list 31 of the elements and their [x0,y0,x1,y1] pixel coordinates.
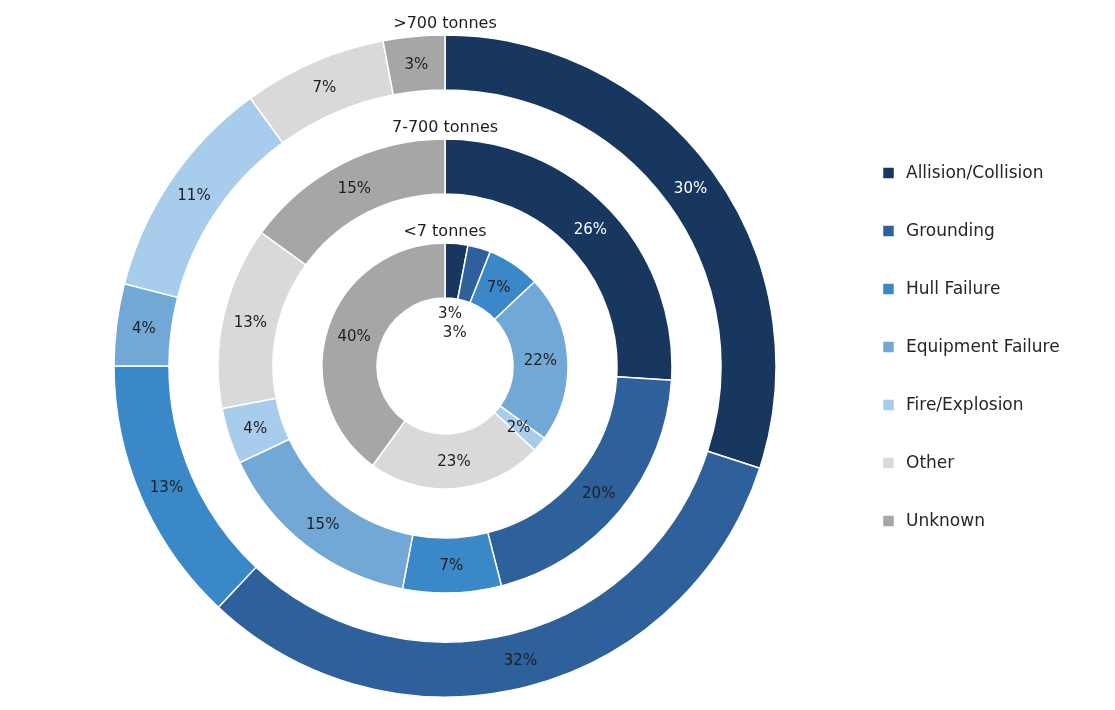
legend-label: Other [906,452,955,472]
data-label: 15% [337,179,372,198]
data-label: 22% [523,351,557,369]
data-label: 40% [337,327,371,346]
data-label: 7% [439,556,464,575]
legend-label: Allision/Collision [906,162,1044,182]
legend-label: Fire/Explosion [906,394,1024,414]
data-label: 32% [503,650,538,669]
data-label: 23% [437,452,471,471]
slice-label: 7-700 tonnes [391,117,499,136]
data-label: 26% [573,220,608,239]
data-label: 4% [243,418,268,437]
legend-label: Equipment Failure [906,336,1060,356]
data-label: 13% [149,477,184,496]
data-label: 30% [673,178,708,197]
data-label: 15% [306,514,340,533]
slice-label: >700 tonnes [393,13,497,32]
data-label: 20% [582,484,616,503]
data-label: 13% [233,313,267,332]
data-label: 7% [312,78,337,97]
data-label: 3% [404,54,429,73]
data-label: 3% [438,304,462,323]
data-label: 4% [131,318,156,337]
legend-label: Unknown [906,510,985,530]
data-label: 7% [486,278,511,297]
legend-label: Hull Failure [906,278,1001,298]
data-label: 11% [177,186,211,205]
data-label: 3% [442,323,467,342]
legend-label: Grounding [906,220,995,240]
data-label: 2% [506,417,531,436]
slice-label: <7 tonnes [403,221,487,240]
